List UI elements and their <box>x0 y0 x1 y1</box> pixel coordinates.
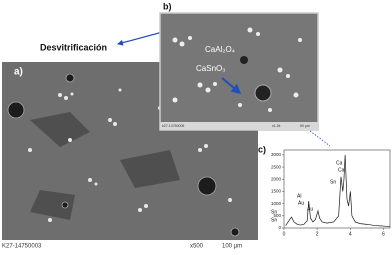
x-tick-label: 6 <box>382 231 385 237</box>
x-tick-label: 4 <box>349 231 352 237</box>
y-tick-label: 2500 <box>271 164 282 169</box>
y-tick-label: 3000 <box>271 152 282 157</box>
image-code: K27-14750003 <box>2 244 42 250</box>
magnification: x1.2k <box>272 124 281 128</box>
peak-label: Au <box>298 200 304 206</box>
peak-label: Sn <box>330 179 336 185</box>
sem-image-b <box>159 12 319 131</box>
magnification: x500 <box>190 244 204 250</box>
y-tick-label: 500 <box>273 213 281 218</box>
scale-bar-label: 100 µm <box>222 244 242 250</box>
connector <box>309 130 331 147</box>
heading: Desvitrificación <box>40 42 107 52</box>
plot-frame <box>283 149 391 229</box>
peak-label: Ca <box>336 160 343 166</box>
y-tick-label: 1000 <box>271 201 282 206</box>
peak-label: Au <box>307 206 313 212</box>
arrow <box>221 77 242 95</box>
y-tick-label: 0 <box>278 225 281 230</box>
panel-label: a) <box>14 67 23 78</box>
peak-label: Sn <box>271 217 277 223</box>
image-code: k27-14750005 <box>162 124 184 128</box>
x-tick-label: 0 <box>283 231 286 237</box>
peak-label: Ca <box>338 167 345 173</box>
scale-bar-label: 50 µm <box>300 124 310 128</box>
spectrum-line <box>285 154 391 227</box>
y-tick-label: 2000 <box>271 176 282 181</box>
panel-label: b) <box>163 1 172 11</box>
panel-label: c) <box>258 144 266 154</box>
phase-label: CaAl₂O₄ <box>205 45 235 54</box>
y-tick-label: 1500 <box>271 189 282 194</box>
x-tick-label: 2 <box>316 231 319 237</box>
peak-label: Sn <box>271 209 277 215</box>
phase-label: CaSnO₃ <box>196 64 226 73</box>
peak-label: Al <box>297 193 301 199</box>
